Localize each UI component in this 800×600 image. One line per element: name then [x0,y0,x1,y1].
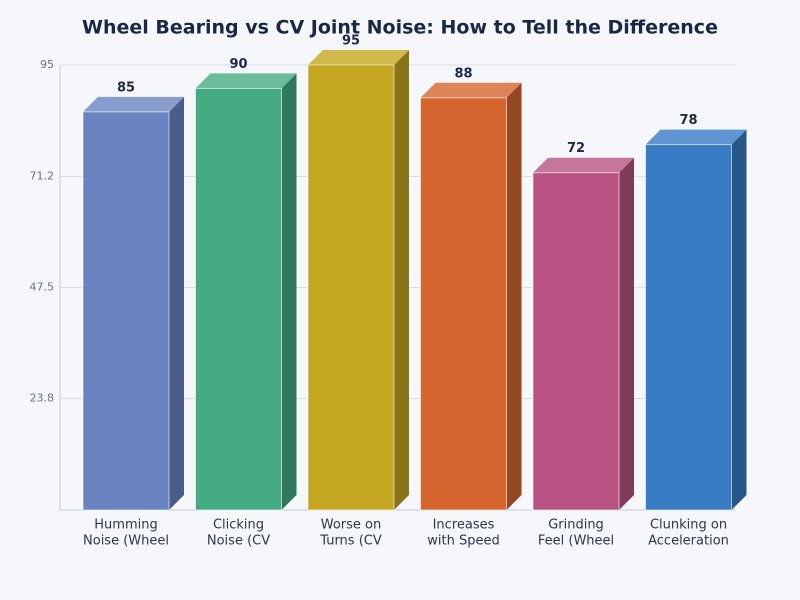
y-tick-label: 47.5 [30,281,55,294]
y-tick-label: 71.2 [30,169,55,182]
x-tick-label: Turns (CV [319,534,382,549]
x-tick-label: Increases [433,518,495,533]
bar-side [506,82,522,510]
y-tick-label: 95 [40,58,54,71]
value-label: 72 [567,141,585,156]
bar-top [420,82,522,98]
bar-top [195,73,297,89]
bar [82,111,170,511]
bar-top [308,50,409,65]
bar [195,87,282,511]
value-label: 85 [117,80,135,95]
x-tick-label: Humming [94,518,157,533]
value-label: 88 [454,66,472,81]
bar-side [731,129,747,510]
bar-side [394,50,409,510]
bar [420,97,507,511]
y-tick-label: 23.8 [30,392,55,405]
x-tick-label: Worse on [321,518,382,533]
bar-side [281,73,297,510]
value-label: 90 [229,57,247,72]
bar [307,64,395,511]
chart-title: Wheel Bearing vs CV Joint Noise: How to … [82,17,718,39]
bar [532,172,620,511]
x-tick-label: Feel (Wheel [538,534,614,549]
bar-side [619,157,634,510]
x-tick-label: with Speed [427,534,499,549]
bar [645,144,732,511]
x-tick-label: Acceleration [648,534,729,549]
bar-side [169,96,184,510]
bar-top [533,157,634,173]
x-tick-label: Grinding [548,518,604,533]
value-label: 95 [342,34,360,49]
bar-top [83,96,184,112]
value-label: 78 [679,113,697,128]
x-tick-label: Clicking [213,518,264,533]
x-tick-label: Clunking on [650,518,727,533]
x-tick-label: Noise (CV [207,534,270,549]
bar-top [645,129,747,145]
x-tick-label: Noise (Wheel [83,534,169,549]
